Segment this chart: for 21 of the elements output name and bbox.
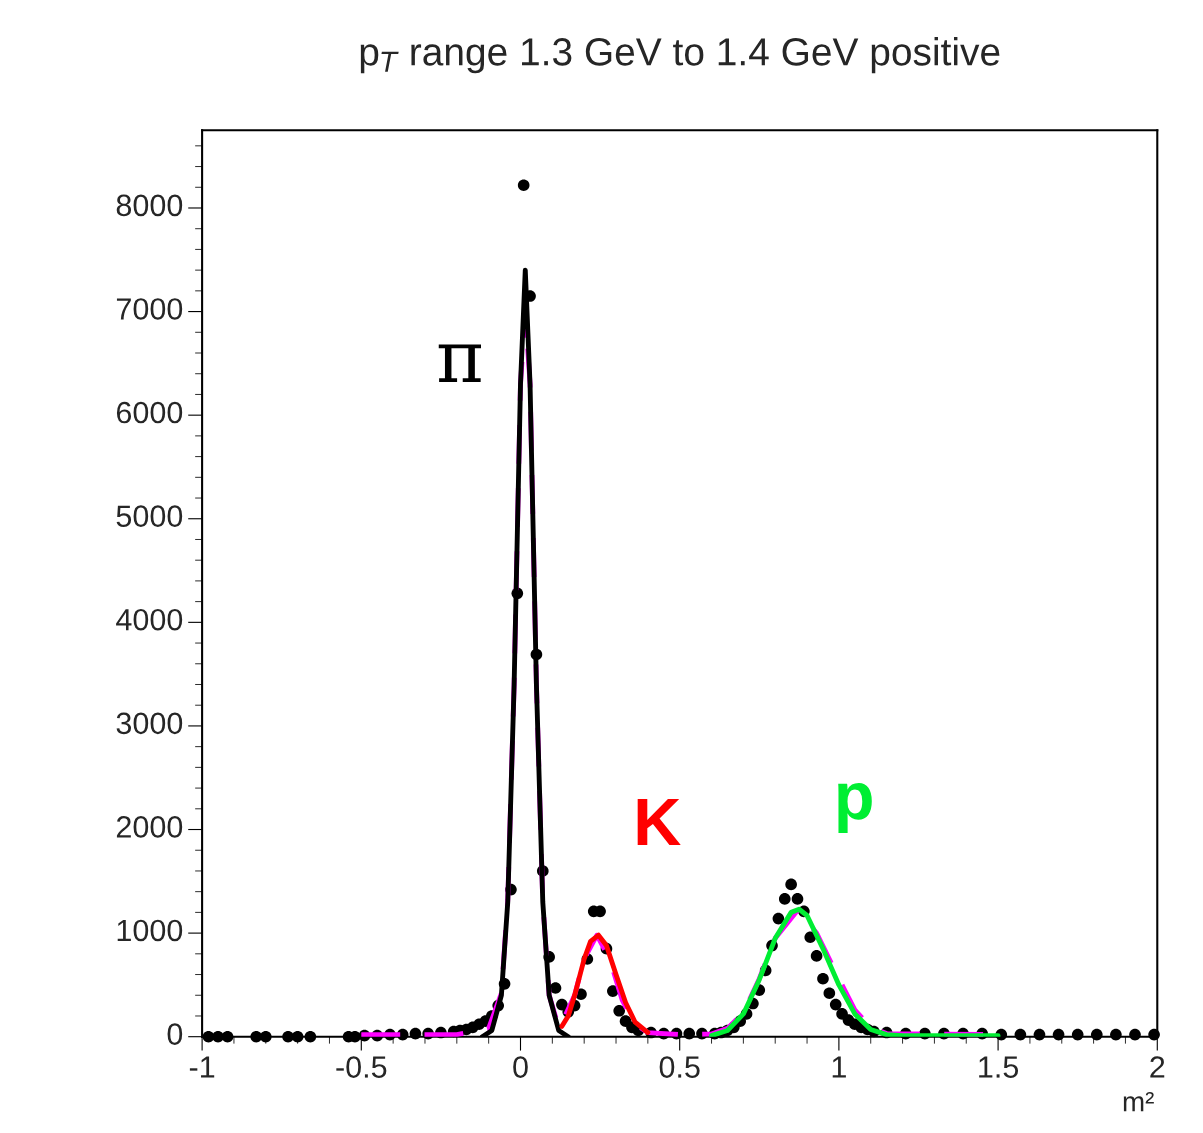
y-tick-label: 5000 bbox=[116, 505, 183, 527]
series-label: π bbox=[438, 344, 481, 383]
y-tick-label: 0 bbox=[167, 1023, 183, 1045]
x-tick-label: 1.5 bbox=[979, 1056, 1019, 1078]
x-axis-title: m² bbox=[1123, 1091, 1154, 1112]
y-tick-label: 6000 bbox=[116, 401, 183, 424]
series-label: K bbox=[637, 799, 681, 845]
x-tick-label: 1 bbox=[832, 1056, 846, 1078]
y-tick-label: 3000 bbox=[116, 712, 183, 735]
y-tick-label: 4000 bbox=[116, 608, 183, 631]
y-tick-label: 2000 bbox=[116, 816, 183, 838]
x-tick-label: 2 bbox=[1150, 1056, 1165, 1078]
x-tick-label: 0.5 bbox=[659, 1056, 700, 1078]
y-tick-label: 7000 bbox=[116, 298, 183, 320]
x-tick-label: -1 bbox=[189, 1056, 215, 1078]
y-tick-label: 1000 bbox=[117, 919, 183, 942]
x-tick-label: -0.5 bbox=[336, 1056, 387, 1078]
y-tick-label: 8000 bbox=[116, 194, 183, 217]
chart-title: p$_{T}$ range 1.3 GeV to 1.4 GeV positive bbox=[360, 37, 1000, 74]
x-tick-label: 0 bbox=[513, 1056, 528, 1078]
series-label: p bbox=[838, 783, 872, 833]
